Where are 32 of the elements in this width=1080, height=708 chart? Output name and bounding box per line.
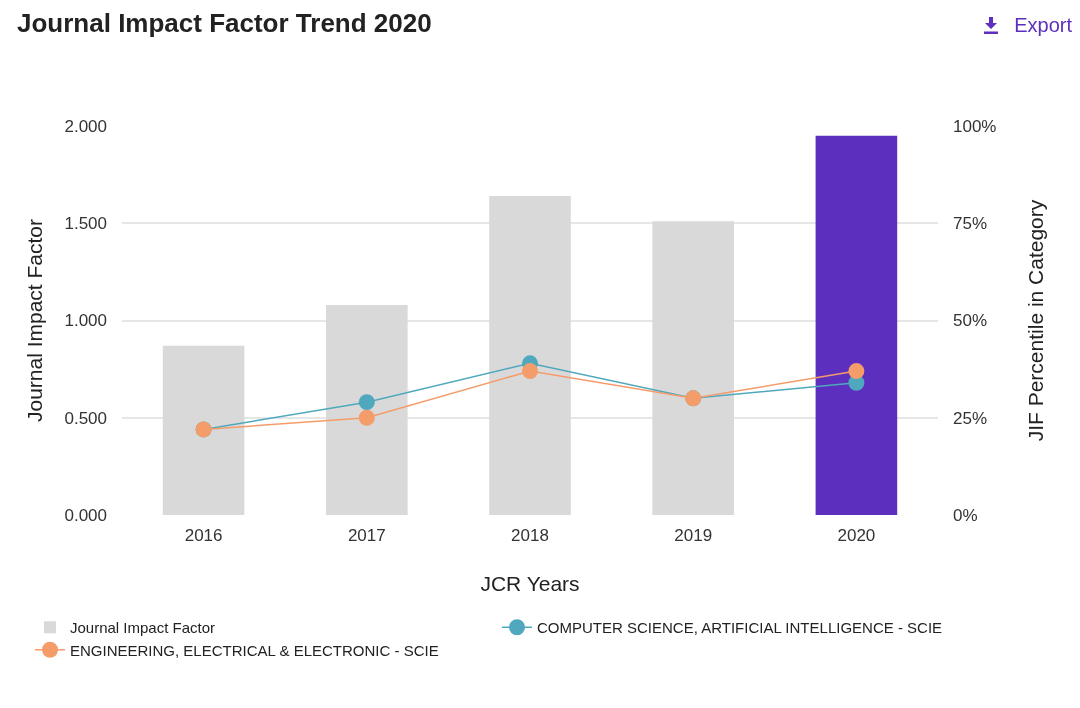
y-tick-label: 1.000 [64, 311, 107, 331]
legend-label: COMPUTER SCIENCE, ARTIFICIAL INTELLIGENCE - SCIE [537, 619, 943, 637]
y-axis-title: Journal Impact Factor [22, 218, 46, 423]
point [358, 409, 375, 426]
x-tick-label: 2019 [674, 526, 713, 545]
y2-tick-label: 100% [953, 116, 997, 136]
point [358, 394, 375, 411]
bar [162, 345, 245, 515]
y-tick-label: 0.500 [64, 408, 107, 428]
x-tick-label: 2018 [511, 526, 549, 545]
export-label: Export [1014, 14, 1072, 37]
y2-axis-title: JIF Percentile in Category [1023, 199, 1047, 442]
point [522, 363, 538, 380]
bar [326, 304, 408, 515]
legend-label: Journal Impact Factor [70, 619, 216, 637]
y2-tick-label: 50% [953, 311, 988, 331]
x-tick-label: 2020 [837, 526, 876, 545]
point [848, 363, 865, 380]
y-tick-label: 1.500 [64, 214, 107, 234]
y2-tick-label: 75% [953, 214, 988, 234]
y2-tick-label: 25% [953, 408, 988, 428]
y-tick-label: 2.000 [64, 116, 107, 136]
y2-tick-label: 0% [953, 505, 978, 525]
chart-title: Journal Impact Factor Trend 2020 [17, 8, 432, 39]
y-tick-label: 0.000 [64, 505, 107, 525]
bar [489, 196, 571, 515]
legend-label: ENGINEERING, ELECTRICAL & ELECTRONIC - SCIE [70, 641, 439, 659]
x-axis-title: JCR Years [480, 572, 580, 596]
bar [652, 221, 734, 515]
bar [815, 135, 898, 515]
x-tick-label: 2017 [347, 526, 386, 545]
x-tick-label: 2016 [184, 526, 223, 545]
